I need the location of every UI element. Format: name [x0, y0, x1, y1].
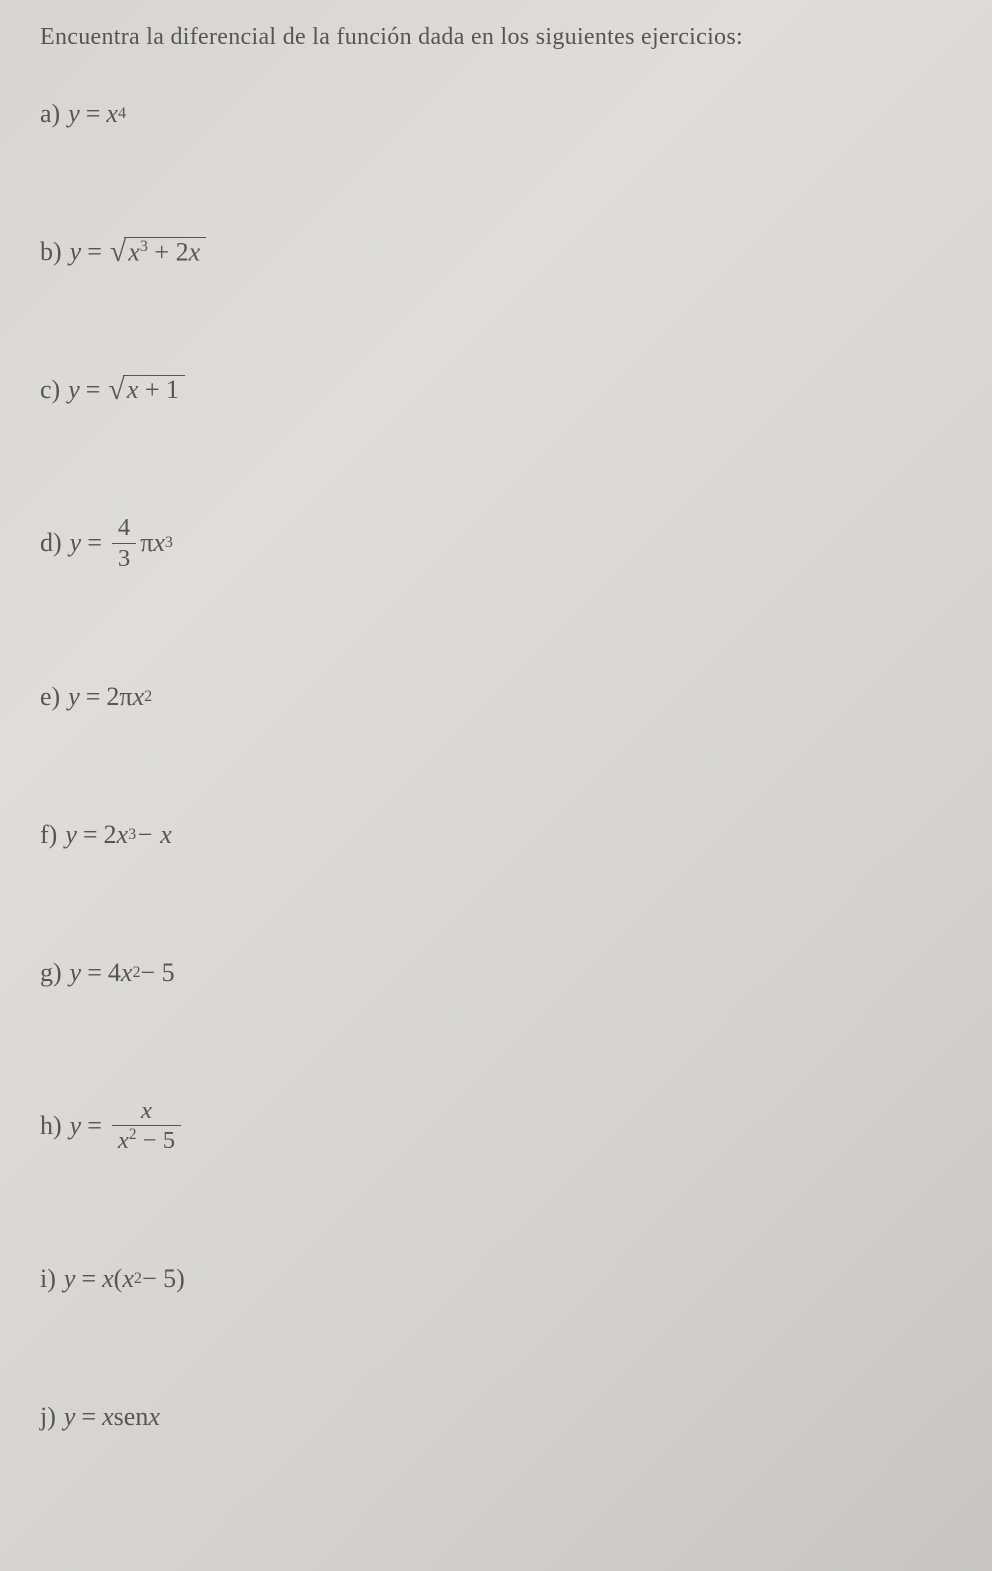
- numerator: x: [135, 1096, 158, 1126]
- exponent: 4: [118, 105, 126, 123]
- exercise-b: b) y = √ x3 + 2x: [40, 237, 952, 267]
- exercise-label: i): [40, 1264, 56, 1294]
- var-x: x: [102, 1402, 114, 1432]
- exercise-a: a) y = x4: [40, 99, 952, 129]
- equals: =: [86, 682, 101, 712]
- inner-tail: − 5: [142, 1264, 176, 1294]
- var-x: x: [127, 375, 139, 404]
- exercise-d: d) y = 4 3 πx3: [40, 513, 952, 573]
- lhs: y: [70, 237, 82, 267]
- exercise-c: c) y = √ x + 1: [40, 375, 952, 405]
- tail: − 5: [141, 958, 175, 988]
- tail: − x: [136, 820, 172, 850]
- var-x: x: [133, 682, 145, 712]
- exercise-formula: y = x x2 − 5: [70, 1096, 185, 1157]
- exercise-j: j) y = x sen x: [40, 1402, 952, 1432]
- arg: x: [148, 1402, 160, 1432]
- exercise-label: f): [40, 820, 57, 850]
- exercise-i: i) y = x(x2 − 5): [40, 1264, 952, 1294]
- exponent: 2: [132, 964, 140, 982]
- radicand: x + 1: [123, 375, 185, 405]
- plus-term: + 2: [154, 238, 188, 267]
- instruction-text: Encuentra la diferencial de la función d…: [40, 24, 952, 51]
- exercise-formula: y = 2x3 − x: [65, 820, 171, 850]
- fn-sen: sen: [114, 1402, 149, 1432]
- exercise-label: b): [40, 237, 62, 267]
- equals: =: [87, 237, 102, 267]
- radicand: x3 + 2x: [124, 237, 206, 267]
- var-x: x: [118, 1127, 129, 1154]
- equals: =: [83, 820, 98, 850]
- lhs: y: [68, 682, 80, 712]
- var-x: x: [102, 1264, 114, 1294]
- tail: − 5: [137, 1127, 176, 1154]
- lhs: y: [68, 99, 80, 129]
- exercise-f: f) y = 2x3 − x: [40, 820, 952, 850]
- var-x: x: [121, 958, 133, 988]
- exercise-formula: y = x sen x: [64, 1402, 160, 1432]
- var-x: x: [153, 528, 165, 558]
- var-x: x: [128, 238, 140, 267]
- equals: =: [86, 375, 101, 405]
- exercise-h: h) y = x x2 − 5: [40, 1096, 952, 1157]
- exponent: 2: [144, 688, 152, 706]
- fraction: x x2 − 5: [112, 1096, 181, 1157]
- equals: =: [87, 528, 102, 558]
- pi-symbol: π: [140, 528, 153, 558]
- coef: 2: [106, 682, 119, 712]
- sqrt: √ x3 + 2x: [110, 237, 206, 267]
- equals: =: [87, 1111, 102, 1141]
- lhs: y: [70, 1111, 82, 1141]
- close-paren: ): [176, 1264, 185, 1294]
- denominator: x2 − 5: [112, 1125, 181, 1156]
- exercise-formula: y = 4 3 πx3: [70, 513, 173, 573]
- exponent: 2: [134, 1270, 142, 1288]
- exercise-label: a): [40, 99, 60, 129]
- page: Encuentra la diferencial de la función d…: [40, 24, 952, 1547]
- exercise-label: e): [40, 682, 60, 712]
- exercise-g: g) y = 4x2 − 5: [40, 958, 952, 988]
- lhs: y: [64, 1402, 76, 1432]
- coef: 2: [104, 820, 117, 850]
- lhs: y: [70, 958, 82, 988]
- exercise-label: d): [40, 528, 62, 558]
- exponent: 3: [165, 534, 173, 552]
- equals: =: [87, 958, 102, 988]
- exercise-e: e) y = 2πx2: [40, 682, 952, 712]
- equals: =: [81, 1402, 96, 1432]
- inner-var: x: [122, 1264, 134, 1294]
- pi-symbol: π: [119, 682, 132, 712]
- fraction: 4 3: [112, 513, 136, 573]
- equals: =: [81, 1264, 96, 1294]
- lhs: y: [65, 820, 77, 850]
- exponent: 3: [128, 826, 136, 844]
- exercise-label: c): [40, 375, 60, 405]
- var-x: x: [117, 820, 129, 850]
- sqrt: √ x + 1: [108, 375, 185, 405]
- coef: 4: [108, 958, 121, 988]
- denominator: 3: [112, 543, 136, 574]
- exponent: 3: [140, 238, 148, 255]
- lhs: y: [64, 1264, 76, 1294]
- plus-term: + 1: [145, 375, 179, 404]
- exercise-formula: y = √ x3 + 2x: [70, 237, 206, 267]
- equals: =: [86, 99, 101, 129]
- exercise-label: j): [40, 1402, 56, 1432]
- var-x: x: [106, 99, 118, 129]
- lhs: y: [68, 375, 80, 405]
- exercise-formula: y = x(x2 − 5): [64, 1264, 185, 1294]
- exercise-formula: y = x4: [68, 99, 126, 129]
- exercise-label: h): [40, 1111, 62, 1141]
- exercise-formula: y = 4x2 − 5: [70, 958, 175, 988]
- exercise-formula: y = √ x + 1: [68, 375, 185, 405]
- numerator: 4: [112, 513, 136, 543]
- exponent: 2: [129, 1126, 137, 1143]
- exercise-label: g): [40, 958, 62, 988]
- var-x: x: [189, 238, 201, 267]
- lhs: y: [70, 528, 82, 558]
- exercise-formula: y = 2πx2: [68, 682, 152, 712]
